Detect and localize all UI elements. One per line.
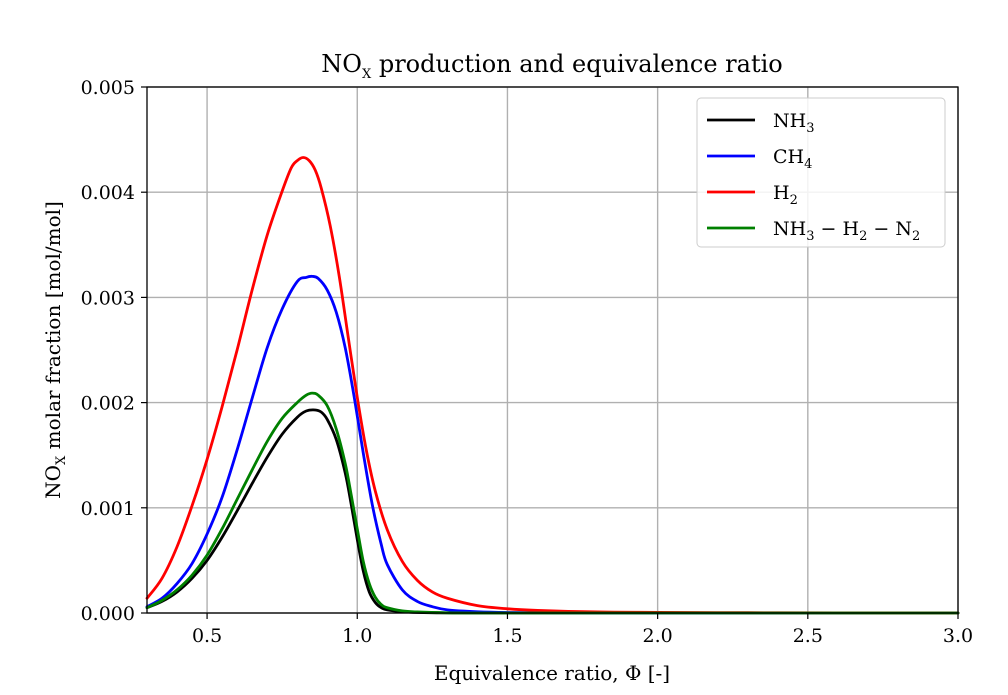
x-tick-label: 3.0 [943,625,973,647]
legend-box [696,97,946,248]
y-tick-label: 0.005 [81,77,135,99]
chart-title: NOX production and equivalence ratio [321,50,782,82]
series-line-3 [145,156,960,615]
y-axis-label: NOX molar fraction [mol/mol] [41,201,69,499]
x-tick-label: 2.0 [643,625,673,647]
legend-label: NH3 − H2 − N2 [773,218,920,244]
y-axis-label-rest: molar fraction [mol/mol] [41,201,65,456]
chart-title-subscript: X [362,67,372,82]
y-tick-label: 0.000 [81,603,135,625]
x-axis-label: Equivalence ratio, Φ [-] [434,661,670,685]
legend: NH3 CH4 H2 NH3 − H2 − N2 [696,97,946,248]
chart-title-rest: production and equivalence ratio [371,50,783,78]
y-axis-label-base: NO [41,465,65,499]
y-tick-label: 0.003 [81,287,135,309]
plot-frame [146,86,959,614]
x-tick-label: 2.5 [793,625,823,647]
legend-label: NH3 [773,110,814,136]
y-tick-label: 0.004 [81,182,135,204]
x-tick-label: 1.0 [342,625,372,647]
x-tick-label: 0.5 [192,625,222,647]
y-tick-label: 0.001 [81,498,135,520]
legend-label: H2 [773,182,798,208]
x-tick-label: 1.5 [492,625,522,647]
x-axis: 0.5 1.0 1.5 2.0 2.5 3.0 [192,613,973,647]
y-axis-label-subscript: X [54,455,69,465]
y-tick-label: 0.002 [81,393,135,415]
legend-label: CH4 [773,146,812,172]
y-axis: 0.000 0.001 0.002 0.003 0.004 0.005 [81,77,147,625]
chart-title-base: NO [321,50,362,78]
